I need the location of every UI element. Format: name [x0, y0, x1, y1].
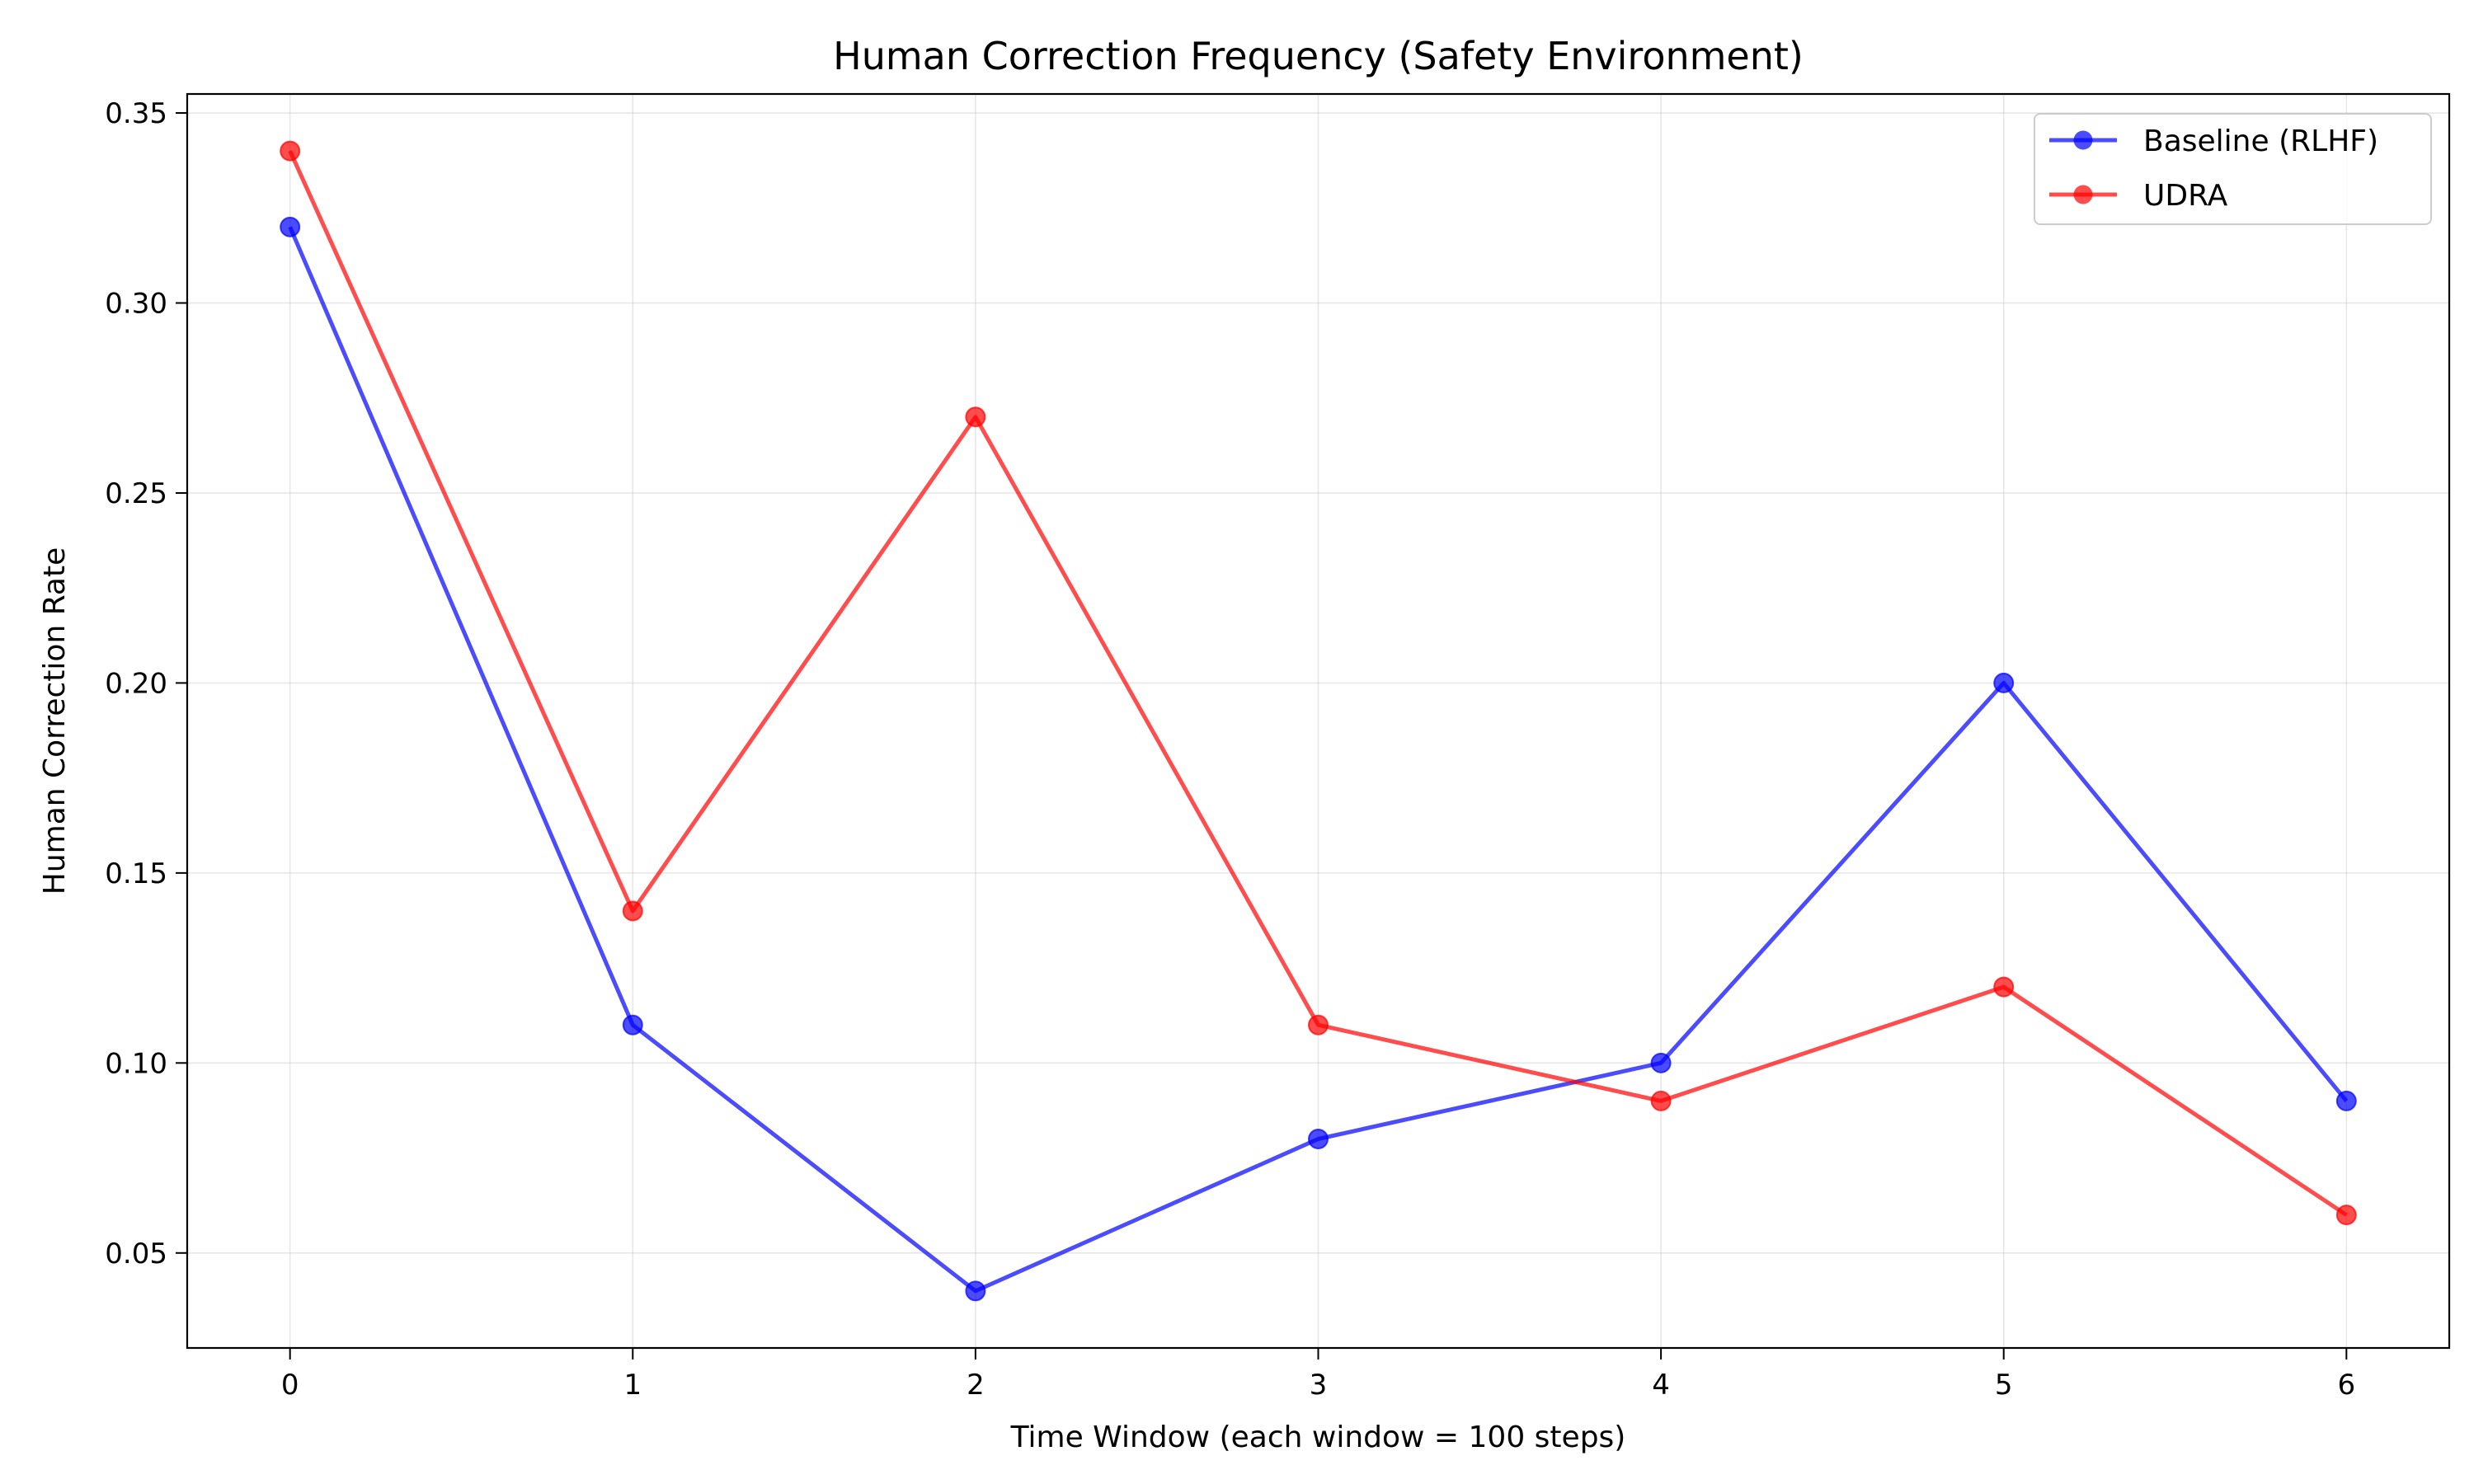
data-point: [1650, 1090, 1672, 1111]
series-layer: [280, 140, 2357, 1302]
series-0: [280, 216, 2357, 1302]
data-point: [1993, 672, 2015, 693]
y-tick-label: 0.30: [105, 288, 167, 321]
data-point: [1993, 976, 2015, 998]
data-point: [1308, 1014, 1329, 1036]
legend-label: UDRA: [2143, 179, 2228, 213]
data-point: [965, 406, 986, 428]
x-tick-label: 3: [1310, 1369, 1328, 1402]
x-tick-label: 1: [623, 1369, 642, 1402]
data-point: [622, 1014, 643, 1036]
x-tick-label: 2: [967, 1369, 985, 1402]
data-point: [1650, 1052, 1672, 1073]
legend-entry: UDRA: [2049, 179, 2228, 213]
data-point: [280, 216, 301, 237]
y-tick-label: 0.10: [105, 1047, 167, 1080]
x-tick-label: 5: [1995, 1369, 2013, 1402]
legend-marker: [2073, 130, 2093, 150]
y-tick-label: 0.25: [105, 477, 167, 510]
data-point: [2335, 1090, 2357, 1111]
data-point: [622, 900, 643, 922]
y-tick-label: 0.35: [105, 97, 167, 130]
legend: Baseline (RLHF) UDRA: [2034, 113, 2432, 225]
x-axis: 0 1 2 3 4 5 6: [281, 1348, 2355, 1402]
legend-box: [2034, 113, 2432, 225]
data-point: [280, 140, 301, 162]
x-tick-label: 6: [2337, 1369, 2355, 1402]
y-tick-label: 0.05: [105, 1237, 167, 1270]
y-tick-label: 0.20: [105, 667, 167, 700]
chart-title: Human Correction Frequency (Safety Envir…: [833, 34, 1804, 78]
y-axis-title: Human Correction Rate: [38, 547, 72, 895]
y-tick-label: 0.15: [105, 857, 167, 890]
y-axis: 0.05 0.10 0.15 0.20 0.25 0.30 0.35: [105, 97, 187, 1270]
legend-marker: [2073, 185, 2093, 204]
x-axis-title: Time Window (each window = 100 steps): [1010, 1421, 1626, 1454]
data-point: [1308, 1129, 1329, 1149]
x-tick-label: 4: [1652, 1369, 1670, 1402]
legend-entry: Baseline (RLHF): [2049, 124, 2378, 158]
data-point: [965, 1280, 986, 1302]
data-point: [2335, 1205, 2357, 1226]
series-1: [280, 140, 2357, 1226]
grid: [187, 94, 2449, 1348]
legend-label: Baseline (RLHF): [2143, 124, 2378, 158]
x-tick-label: 0: [281, 1369, 299, 1402]
